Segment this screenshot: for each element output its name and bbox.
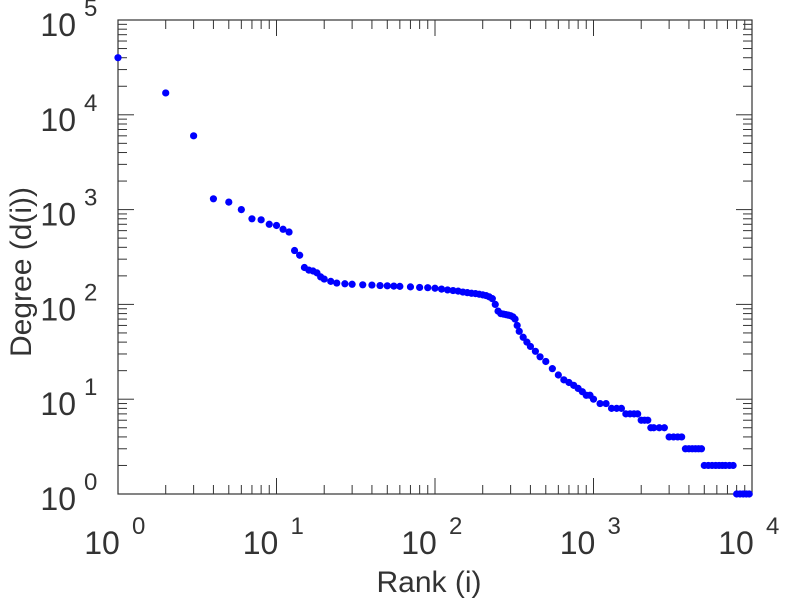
data-point-0-34 [437,285,446,293]
data-point-0-19 [320,275,328,283]
data-point-0-99 [697,445,706,453]
data-point-0-6 [248,215,256,223]
data-point-0-10 [279,225,287,233]
y-axis-label: Degree (d(i)) [5,187,38,357]
data-point-0-29 [396,282,404,290]
data-point-0-7 [257,216,265,224]
data-point-0-20 [327,277,335,285]
data-point-0-1 [162,89,170,97]
x-axis-label: Rank (i) [376,566,481,599]
x-tick-labels: 10 0 10 1 10 2 10 3 10 4 [84,513,779,561]
x-tick-exponent-3: 3 [608,513,621,540]
data-point-0-75 [602,399,610,408]
data-point-0-58 [519,333,527,341]
data-point-0-25 [368,281,376,289]
y-tick-label-1: 10 [40,386,76,422]
y-tick-exponent-0: 0 [84,469,97,496]
data-point-0-63 [542,357,550,366]
data-point-0-3 [209,195,218,203]
data-point-0-33 [431,284,439,292]
data-point-0-57 [515,327,523,335]
data-point-0-28 [390,282,398,290]
data-point-0-87 [650,424,658,432]
x-tick-exponent-0: 0 [132,513,145,540]
data-point-0-4 [225,198,233,206]
data-point-0-24 [359,281,367,289]
y-tick-label-4: 10 [40,102,76,138]
axis-ticks [117,19,753,495]
y-tick-label-3: 10 [40,197,76,233]
data-point-0-65 [554,371,562,379]
data-point-0-85 [644,416,652,424]
x-tick-label-2: 10 [401,525,437,561]
data-point-0-9 [272,221,281,230]
data-point-0-55 [511,315,519,323]
data-point-0-60 [526,342,535,351]
data-point-0-31 [416,283,424,292]
data-point-0-2 [190,132,198,140]
y-tick-exponent-3: 3 [84,185,97,212]
y-tick-exponent-4: 4 [84,90,97,117]
x-tick-exponent-2: 2 [449,513,462,540]
y-tick-exponent-5: 5 [84,0,97,22]
data-point-0-46 [488,295,496,303]
data-point-0-13 [296,251,304,259]
data-point-0-23 [348,280,356,288]
data-point-0-74 [596,399,604,408]
data-point-0-30 [406,283,415,291]
data-point-0-22 [341,280,349,288]
data-point-0-89 [660,424,668,432]
data-point-0-73 [589,395,598,403]
data-point-0-113 [745,490,753,498]
data-point-0-78 [617,404,626,412]
x-tick-exponent-1: 1 [291,513,304,540]
data-point-0-82 [634,410,642,418]
y-tick-label-2: 10 [40,291,76,327]
data-point-0-21 [333,279,341,287]
data-point-0-35 [443,286,452,294]
y-tick-labels: 10 0 10 1 10 2 10 3 10 4 10 5 [40,0,97,517]
data-point-0-88 [655,424,663,432]
y-tick-label-5: 10 [40,7,76,43]
data-point-0-8 [265,220,273,228]
data-points [114,54,753,498]
data-point-0-56 [513,321,521,330]
plot-frame [117,19,753,495]
y-tick-label-0: 10 [40,481,76,517]
data-point-0-11 [285,228,293,236]
data-point-0-61 [531,347,540,355]
data-point-0-27 [383,282,391,290]
data-point-0-64 [548,365,556,373]
y-tick-exponent-1: 1 [84,374,97,401]
x-tick-label-4: 10 [718,525,754,561]
x-tick-exponent-4: 4 [766,513,779,540]
x-tick-label-3: 10 [560,525,596,561]
data-point-0-12 [290,246,299,255]
data-point-0-0 [114,54,122,62]
data-point-0-93 [678,433,686,441]
data-point-0-62 [536,353,544,361]
data-point-0-108 [729,461,737,470]
data-point-0-5 [237,206,245,214]
data-point-0-26 [376,281,384,290]
y-tick-exponent-2: 2 [84,279,97,306]
x-tick-label-1: 10 [243,525,279,561]
data-point-0-76 [607,404,616,412]
data-point-0-47 [491,300,499,308]
data-point-0-32 [424,284,432,292]
x-tick-label-0: 10 [84,525,120,561]
